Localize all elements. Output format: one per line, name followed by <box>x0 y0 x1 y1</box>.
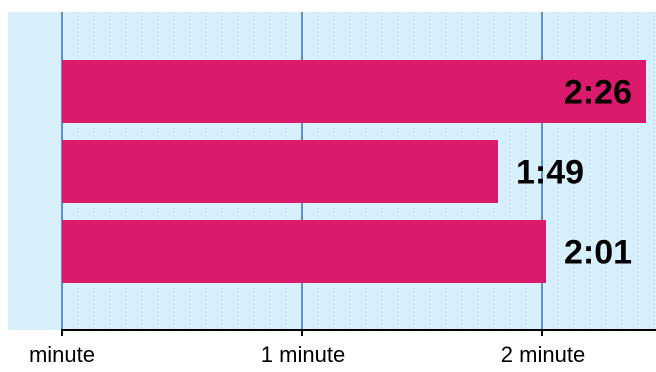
data-labels: 2:26 1:49 2:01 <box>516 74 632 272</box>
bars <box>62 60 646 283</box>
bar <box>62 60 646 123</box>
bar <box>62 220 546 283</box>
data-label: 1:49 <box>516 154 584 192</box>
x-axis-ticks <box>61 330 543 336</box>
x-tick-label: 2 minute <box>501 342 585 367</box>
x-axis-tick-labels: minute 1 minute 2 minute <box>29 342 585 367</box>
data-label: 2:26 <box>564 74 632 112</box>
bar <box>62 140 498 203</box>
x-tick-label: 1 minute <box>261 342 345 367</box>
x-tick-label: minute <box>29 342 95 367</box>
data-label: 2:01 <box>564 234 632 272</box>
